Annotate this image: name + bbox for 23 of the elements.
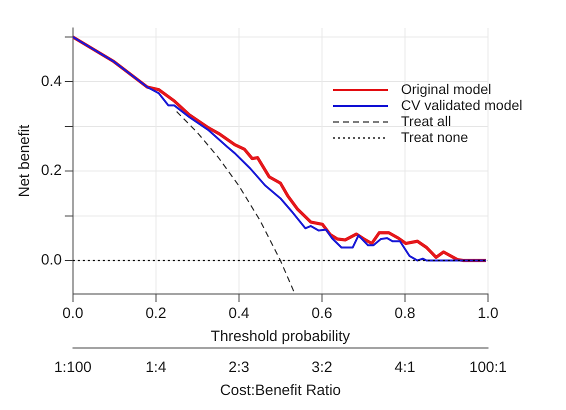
x-tick-label: 1.0 xyxy=(478,305,498,322)
x-tick-label: 0.2 xyxy=(145,305,166,322)
legend-label: Original model xyxy=(401,80,492,97)
x-tick-label: 0.8 xyxy=(394,305,416,322)
x2-axis-title: Cost:Benefit Ratio xyxy=(220,382,341,400)
text: 1:100 xyxy=(54,359,92,376)
legend-label: Treat all xyxy=(401,112,452,129)
text: 1:4 xyxy=(145,359,166,376)
text: 4:1 xyxy=(394,359,416,376)
y-axis-title: Net benefit xyxy=(16,124,34,198)
y-tick-label: 0.2 xyxy=(40,162,62,180)
legend-label: CV validated model xyxy=(401,96,522,113)
text: 3:2 xyxy=(312,359,332,376)
text: 100:1 xyxy=(469,359,507,376)
text: 2:3 xyxy=(228,359,250,376)
x-axis-title: Threshold probability xyxy=(210,328,351,346)
legend-label: Treat none xyxy=(401,128,468,145)
y-tick-label: 0.0 xyxy=(40,252,62,269)
x-tick-label: 0.6 xyxy=(312,305,332,322)
x-tick-label: 0.0 xyxy=(62,305,84,322)
line-series xyxy=(176,111,295,293)
x-tick-label: 0.4 xyxy=(228,305,250,322)
y-tick-label: 0.4 xyxy=(40,72,62,90)
